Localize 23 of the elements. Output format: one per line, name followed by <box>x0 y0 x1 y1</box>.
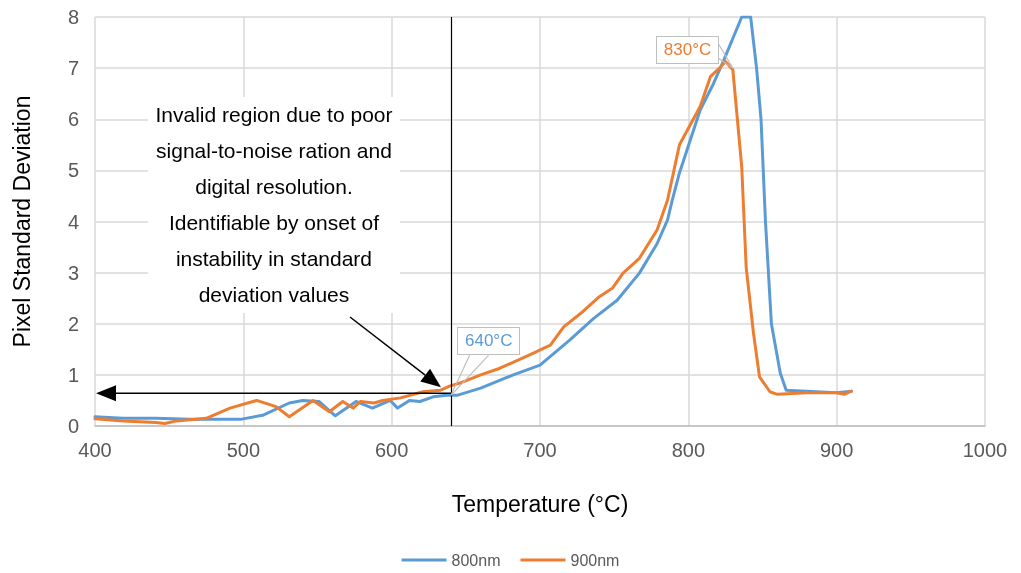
x-tick-label: 700 <box>523 439 557 461</box>
y-tick-label: 4 <box>67 210 79 233</box>
x-tick-label: 900 <box>819 439 854 461</box>
y-tick-label: 6 <box>67 108 79 131</box>
y-tick-label: 2 <box>67 312 79 335</box>
x-tick-label: 800 <box>671 439 706 461</box>
x-tick-label: 500 <box>226 439 261 461</box>
annotation: 830°C <box>655 36 720 65</box>
y-tick-label: 3 <box>67 261 79 284</box>
y-tick-label: 5 <box>67 159 79 182</box>
x-axis-title: Temperature (°C) <box>451 490 629 517</box>
annotation: 640°C <box>457 327 521 356</box>
x-tick-label: 1000 <box>962 439 1008 461</box>
x-tick-label: 400 <box>78 439 112 461</box>
annotation: Invalid region due to poor signal-to-noise ration and digital resolution. Identifiable by onset of instability in standard deviation values <box>148 97 400 313</box>
y-tick-label: 7 <box>67 57 79 80</box>
x-tick-label: 600 <box>374 439 409 461</box>
y-tick-label: 0 <box>67 415 79 437</box>
legend-label: 900nm <box>570 551 620 569</box>
y-tick-label: 1 <box>67 363 79 386</box>
y-axis-title: Pixel Standard Deviation <box>8 95 35 348</box>
legend-label: 800nm <box>451 551 501 569</box>
y-tick-label: 8 <box>67 6 79 28</box>
